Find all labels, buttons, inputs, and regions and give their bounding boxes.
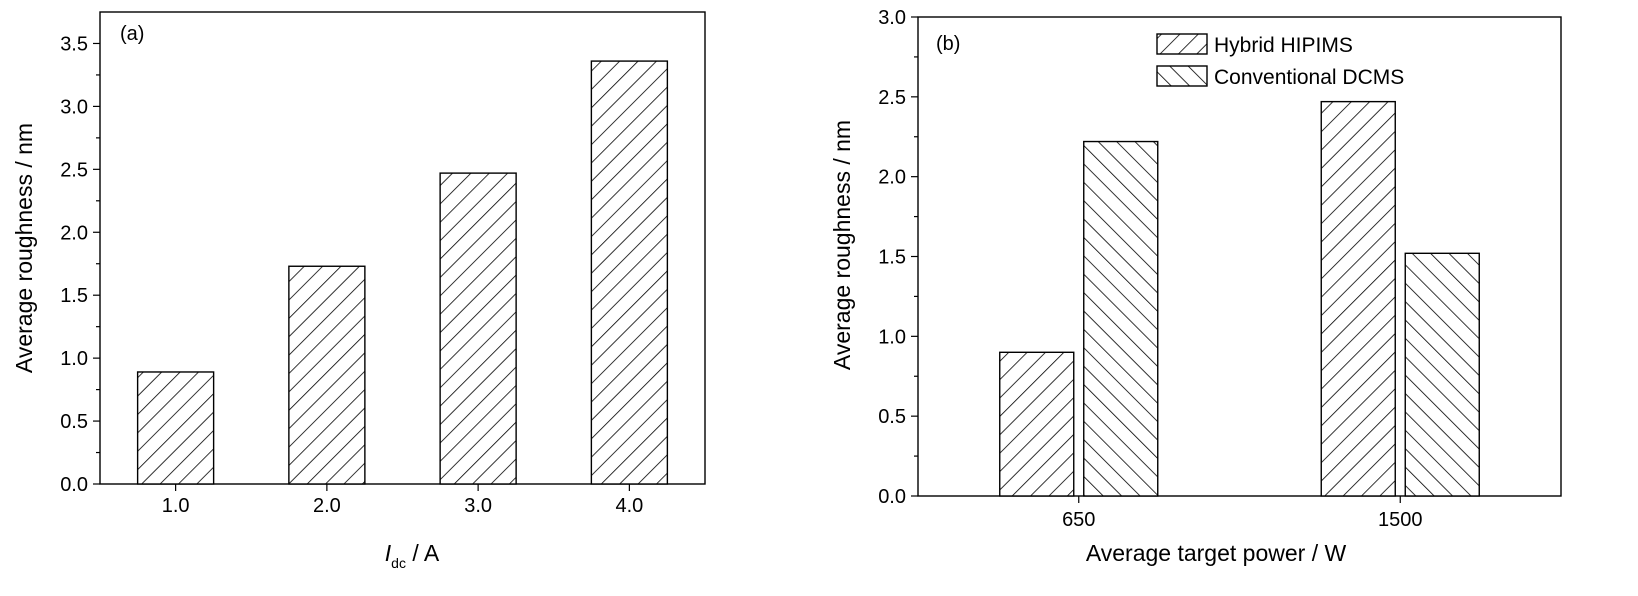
panel-b-legend-swatch	[1156, 65, 1208, 87]
panel-b-bar-conventional-dcms	[1083, 140, 1159, 497]
panel-a-x-axis-label: Idc / A	[385, 540, 440, 571]
panel-a-x-axis-label-unit: / A	[406, 540, 440, 566]
panel-b-y-axis-label: Average roughness / nm	[829, 120, 855, 370]
panel-a-y-tick-label: 3.5	[60, 33, 88, 55]
panel-b-y-tick-label: 3.0	[878, 7, 906, 29]
panel-a-plot-frame	[99, 11, 706, 485]
panel-a-y-tick-label: 0.5	[60, 411, 88, 433]
panel-a-y-tick-label: 2.5	[60, 159, 88, 181]
panel-a-label: (a)	[120, 23, 144, 45]
panel-b-bar-hybrid-hipims	[1320, 100, 1396, 497]
panel-b-legend-label: Conventional DCMS	[1214, 66, 1404, 89]
panel-b-x-tick-label: 1500	[1378, 509, 1423, 531]
panel-a-bar	[439, 172, 517, 485]
panel-a-y-tick-label: 1.0	[60, 348, 88, 370]
panel-b-y-tick-label: 0.0	[878, 486, 906, 508]
panel-a-bar	[590, 60, 669, 485]
panel-b-legend-swatch	[1156, 33, 1208, 55]
panel-a-chart: (a) 0.0 0.5 1.0 1.5 2.0 2.5 3.0 3.5 1.0 2.0 3.0 4.…	[11, 11, 706, 571]
panel-a-bar	[136, 371, 215, 485]
panel-b-legend-label: Hybrid HIPIMS	[1214, 34, 1353, 57]
panel-b-y-tick-label: 0.5	[878, 406, 906, 428]
panel-a-x-tick-label: 2.0	[313, 495, 341, 517]
panel-a-x-tick-label: 4.0	[615, 495, 643, 517]
panel-a-y-tick-label: 3.0	[60, 96, 88, 118]
panel-b-y-tick-label: 1.5	[878, 247, 906, 269]
panel-a-x-axis-label-main: I	[385, 540, 392, 566]
panel-b-label: (b)	[936, 33, 960, 55]
panel-a-bar	[288, 265, 366, 485]
panel-a-y-tick-label: 0.0	[60, 474, 88, 496]
panel-a-y-tick-label: 1.5	[60, 285, 88, 307]
panel-b-chart: (b) 0.0 0.5 1.0 1.5 2.0 2.5 3.0 650 1500 Hybrid…	[829, 7, 1562, 566]
panel-b-y-tick-label: 2.0	[878, 167, 906, 189]
panel-b-y-tick-label: 1.0	[878, 326, 906, 348]
panel-a-x-tick-label: 3.0	[464, 495, 492, 517]
panel-b-x-tick-label: 650	[1062, 509, 1095, 531]
panel-a-y-tick-label: 2.0	[60, 222, 88, 244]
panel-b-bar-hybrid-hipims	[999, 351, 1075, 497]
panel-b-legend: Hybrid HIPIMS Conventional DCMS	[1156, 33, 1404, 89]
panel-b-x-axis-label: Average target power / W	[1086, 540, 1347, 566]
panel-a-x-axis-label-subscript: dc	[391, 555, 406, 571]
panel-a-x-tick-label: 1.0	[162, 495, 190, 517]
panel-b-bar-conventional-dcms	[1404, 252, 1480, 497]
panel-b-y-tick-label: 2.5	[878, 87, 906, 109]
panel-a-y-axis-label: Average roughness / nm	[11, 123, 37, 373]
